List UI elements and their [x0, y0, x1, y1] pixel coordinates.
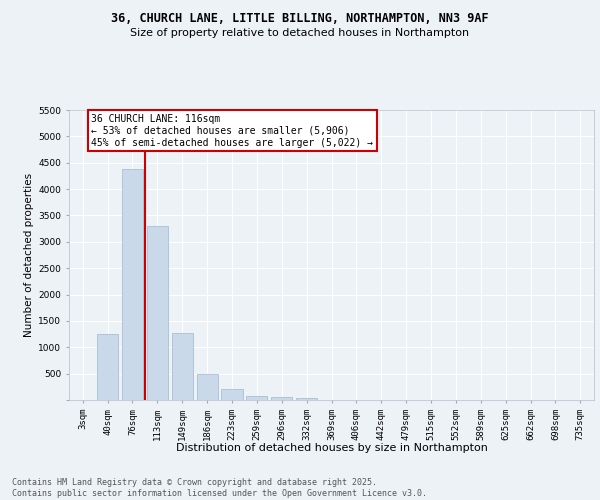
Bar [97, 334, 118, 400]
Text: Contains HM Land Registry data © Crown copyright and database right 2025.
Contai: Contains HM Land Registry data © Crown c… [12, 478, 427, 498]
Bar [147, 226, 168, 400]
Bar [197, 374, 218, 400]
Bar [296, 398, 317, 400]
Text: Size of property relative to detached houses in Northampton: Size of property relative to detached ho… [130, 28, 470, 38]
Bar [221, 388, 242, 400]
Bar [246, 396, 268, 400]
Bar [122, 169, 143, 400]
Bar [271, 398, 292, 400]
Text: 36 CHURCH LANE: 116sqm
← 53% of detached houses are smaller (5,906)
45% of semi-: 36 CHURCH LANE: 116sqm ← 53% of detached… [91, 114, 373, 148]
Y-axis label: Number of detached properties: Number of detached properties [24, 173, 34, 337]
Bar [172, 333, 193, 400]
Text: 36, CHURCH LANE, LITTLE BILLING, NORTHAMPTON, NN3 9AF: 36, CHURCH LANE, LITTLE BILLING, NORTHAM… [111, 12, 489, 26]
X-axis label: Distribution of detached houses by size in Northampton: Distribution of detached houses by size … [176, 442, 487, 452]
